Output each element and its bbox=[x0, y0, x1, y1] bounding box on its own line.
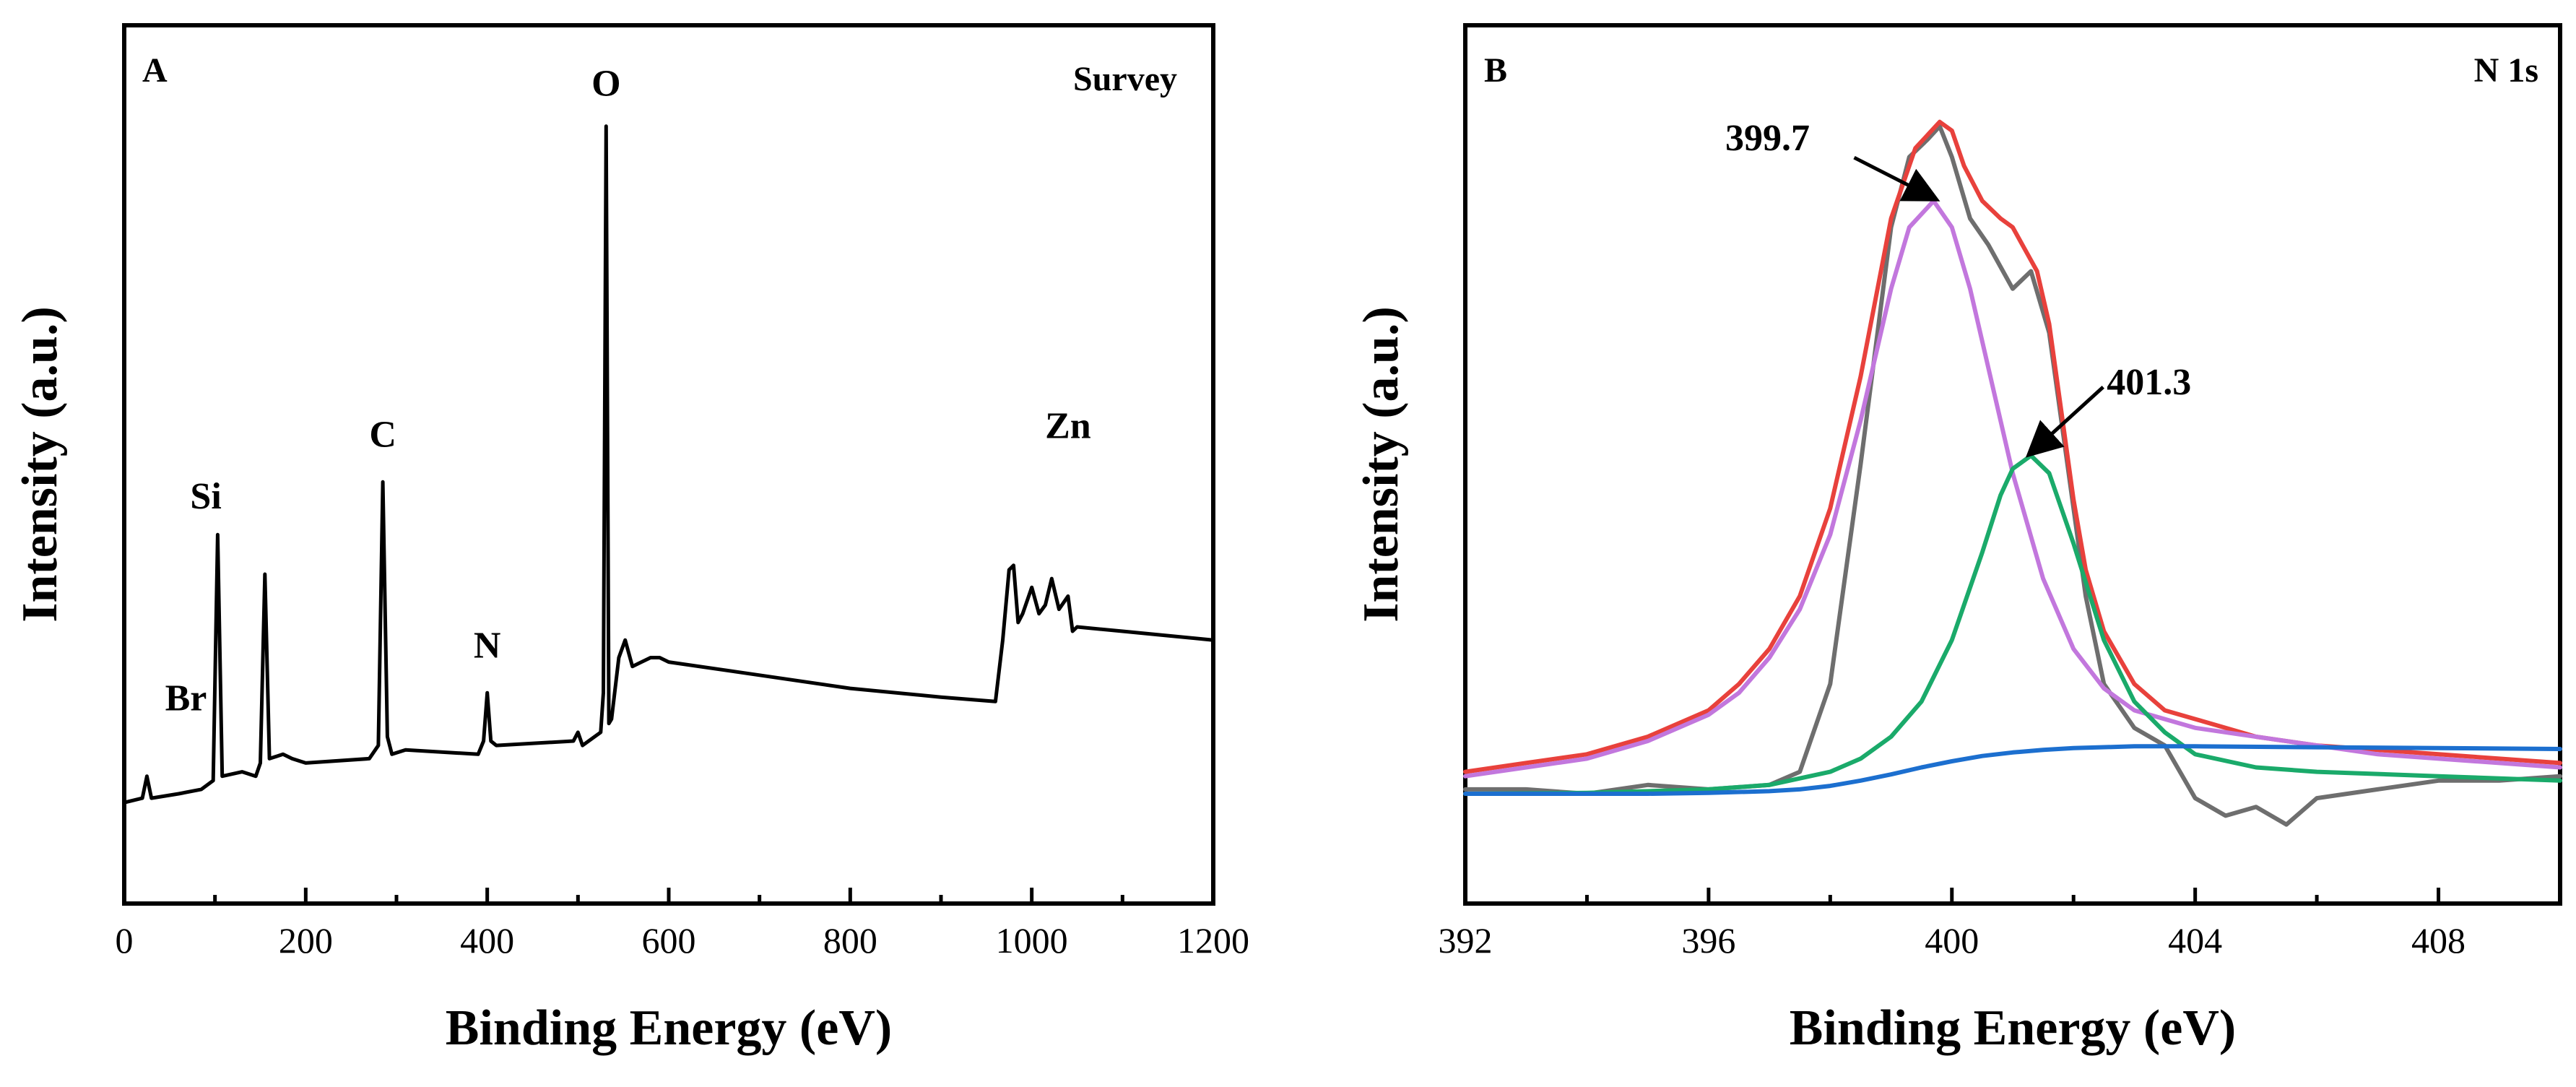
panel-a-x-axis-label: Binding Energy (eV) bbox=[446, 1000, 892, 1056]
panel-a-x-ticks: 0 200 400 600 800 1000 1200 bbox=[116, 888, 1249, 961]
panel-b-peak-label-399-7: 399.7 bbox=[1725, 118, 1810, 159]
panel-b-series-envelope-fit bbox=[1463, 119, 2562, 774]
panel-a-xtick-label-0: 0 bbox=[116, 920, 134, 961]
panel-a-xtick-label-5: 1000 bbox=[996, 920, 1068, 961]
panel-b-x-axis-label: Binding Energy (eV) bbox=[1790, 1000, 2236, 1056]
panel-b-n1s: 392 396 400 404 408 399.7 401.3 B N 1s Bindin… bbox=[1353, 23, 2562, 1056]
panel-b-title: N 1s bbox=[2474, 51, 2538, 90]
panel-b-arrow-401-3 bbox=[2025, 385, 2104, 458]
panel-b-x-ticks: 392 396 400 404 408 bbox=[1439, 888, 2466, 961]
panel-a-xtick-label-2: 400 bbox=[460, 920, 514, 961]
panel-b-arrow-399-7 bbox=[1853, 155, 1940, 202]
panel-b-series bbox=[1463, 119, 2562, 827]
panel-a-plot-frame bbox=[122, 23, 1215, 906]
panel-b-series-peak-399-7-ev bbox=[1463, 199, 2562, 779]
panel-b-plot-frame bbox=[1463, 23, 2562, 906]
panel-b-xtick-label-3: 404 bbox=[2168, 920, 2222, 961]
panel-b-series-peak-401-3-ev bbox=[1463, 453, 2562, 796]
panel-a-title: Survey bbox=[1073, 60, 1177, 98]
panel-a-peak-label-si: Si bbox=[190, 476, 221, 517]
panel-a-peak-label-c: C bbox=[369, 415, 396, 456]
panel-a-xtick-label-4: 800 bbox=[823, 920, 877, 961]
panel-b-xtick-label-4: 408 bbox=[2411, 920, 2466, 961]
panel-b-y-axis-label: Intensity (a.u.) bbox=[1353, 306, 1409, 623]
panel-b-xtick-label-0: 392 bbox=[1439, 920, 1493, 961]
panel-a-xtick-label-1: 200 bbox=[279, 920, 333, 961]
panel-a-label: A bbox=[142, 51, 168, 90]
panel-b-xtick-label-1: 396 bbox=[1681, 920, 1735, 961]
panel-a-survey: 0 200 400 600 800 1000 1200 O C Si Br N Zn A Survey… bbox=[12, 23, 1249, 1056]
panel-a-peak-label-br: Br bbox=[165, 677, 207, 719]
panel-b-annotations: 399.7 401.3 bbox=[1725, 118, 2191, 458]
panel-a-xtick-label-6: 1200 bbox=[1177, 920, 1249, 961]
panel-a-y-axis-label: Intensity (a.u.) bbox=[12, 306, 68, 623]
panel-a-xtick-label-3: 600 bbox=[642, 920, 696, 961]
panel-b-label: B bbox=[1484, 51, 1507, 90]
panel-a-series-survey-spectrum bbox=[122, 124, 1215, 805]
panel-b-series-background bbox=[1463, 744, 2562, 796]
panel-a-annotations: O C Si Br N Zn bbox=[165, 63, 1091, 719]
panel-a-peak-label-o: O bbox=[591, 63, 620, 104]
panel-a-peak-label-zn: Zn bbox=[1045, 406, 1091, 447]
panel-a-series bbox=[122, 124, 1215, 805]
panel-a-peak-label-n: N bbox=[474, 625, 501, 667]
panel-b-peak-label-401-3: 401.3 bbox=[2107, 362, 2191, 403]
panel-b-xtick-label-2: 400 bbox=[1925, 920, 1979, 961]
